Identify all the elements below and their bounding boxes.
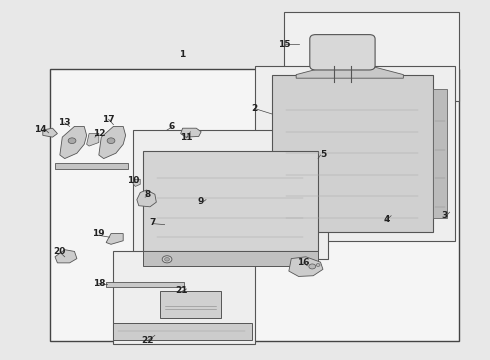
Bar [114,323,252,340]
Bar [255,66,455,241]
Text: 1: 1 [178,50,185,59]
Text: 7: 7 [149,219,156,228]
Polygon shape [55,163,128,169]
Text: 9: 9 [198,197,204,206]
Circle shape [107,138,115,144]
Text: 10: 10 [127,176,139,185]
Text: 14: 14 [34,126,47,135]
Polygon shape [143,251,318,266]
Bar [160,291,220,318]
Text: 22: 22 [141,336,154,345]
Text: 3: 3 [441,211,448,220]
Bar [50,69,460,341]
Polygon shape [99,126,125,158]
Text: 13: 13 [58,118,71,127]
Text: 6: 6 [169,122,175,131]
Text: 18: 18 [93,279,105,288]
Text: 12: 12 [93,129,105,138]
Bar [284,12,460,102]
Polygon shape [133,179,140,186]
Polygon shape [272,75,433,232]
Bar [133,130,328,258]
Polygon shape [87,134,99,146]
Polygon shape [60,126,87,158]
Polygon shape [289,257,323,276]
Text: 4: 4 [383,215,390,224]
Polygon shape [43,128,57,137]
Text: 15: 15 [278,40,290,49]
Polygon shape [316,78,355,91]
Circle shape [68,138,76,144]
Text: 21: 21 [175,286,188,295]
Polygon shape [143,152,318,251]
Text: 5: 5 [320,150,326,159]
Polygon shape [137,190,156,207]
Text: 17: 17 [102,115,115,124]
Text: 16: 16 [297,258,310,267]
Bar [114,251,255,344]
Circle shape [316,264,320,266]
Polygon shape [433,89,447,217]
Circle shape [309,264,316,269]
Text: 2: 2 [252,104,258,113]
Circle shape [162,256,172,263]
Text: 8: 8 [145,190,151,199]
Polygon shape [106,282,184,287]
Polygon shape [296,66,403,78]
FancyBboxPatch shape [310,35,375,70]
Text: 11: 11 [180,132,193,141]
Polygon shape [106,234,123,244]
Circle shape [165,257,170,261]
Polygon shape [181,128,201,137]
Polygon shape [55,249,77,263]
Text: 19: 19 [93,229,105,238]
Text: 20: 20 [54,247,66,256]
